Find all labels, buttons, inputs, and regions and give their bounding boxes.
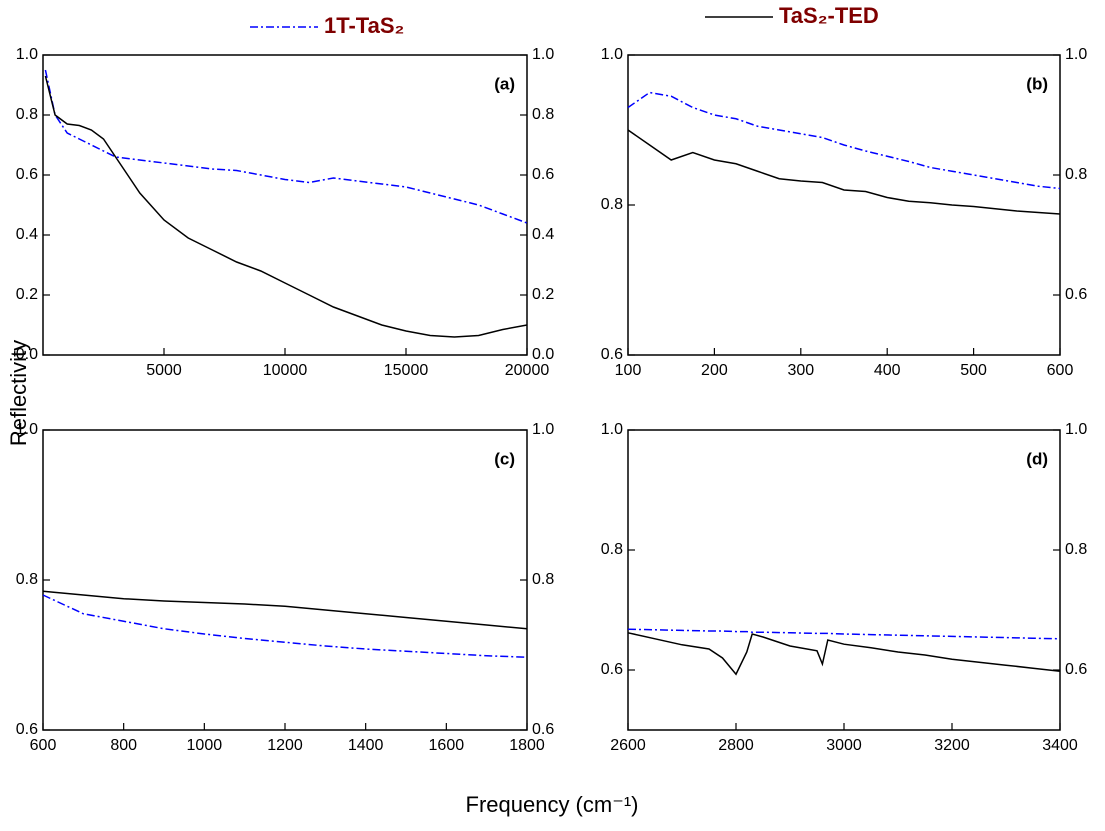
plot-frame	[627, 429, 1061, 731]
x-tick-label: 20000	[505, 362, 550, 379]
x-tick-label: 2600	[610, 737, 646, 754]
plot-frame	[42, 54, 528, 356]
data-line	[627, 628, 1061, 640]
x-tick-label: 2800	[718, 737, 754, 754]
y-tick-label: 0.8	[601, 196, 623, 213]
x-tick-label: 800	[110, 737, 137, 754]
y2-tick-label: 1.0	[532, 46, 554, 63]
y-tick-label: 0.8	[16, 571, 38, 588]
x-tick-label: 3200	[934, 737, 970, 754]
y-tick-label: 0.8	[16, 106, 38, 123]
x-tick-label: 5000	[146, 362, 182, 379]
x-tick-label: 100	[615, 362, 642, 379]
y-tick-label: 1.0	[601, 46, 623, 63]
x-tick-label: 10000	[263, 362, 308, 379]
y2-tick-label: 0.8	[532, 106, 554, 123]
y-tick-label: 1.0	[601, 421, 623, 438]
data-line	[42, 594, 528, 658]
data-line	[627, 91, 1061, 190]
y2-tick-label: 1.0	[1065, 46, 1087, 63]
x-tick-label: 300	[787, 362, 814, 379]
x-tick-label: 15000	[384, 362, 429, 379]
y-tick-label: 0.4	[16, 226, 38, 243]
data-line	[44, 75, 528, 338]
y2-tick-label: 0.6	[532, 721, 554, 738]
x-tick-label: 500	[960, 362, 987, 379]
y2-tick-label: 0.8	[532, 571, 554, 588]
y-tick-label: 0.6	[16, 721, 38, 738]
data-line	[627, 632, 1061, 676]
y-tick-label: 1.0	[16, 421, 38, 438]
y2-tick-label: 0.8	[1065, 541, 1087, 558]
x-tick-label: 1800	[509, 737, 545, 754]
y-tick-label: 0.2	[16, 286, 38, 303]
x-tick-label: 1600	[429, 737, 465, 754]
x-tick-label: 600	[30, 737, 57, 754]
y-tick-label: 1.0	[16, 46, 38, 63]
y2-tick-label: 0.8	[1065, 166, 1087, 183]
data-line	[42, 590, 528, 630]
data-line	[44, 69, 528, 224]
panel-label: (c)	[494, 449, 515, 468]
y2-tick-label: 0.6	[532, 166, 554, 183]
panel-label: (a)	[494, 74, 515, 93]
plot-frame	[42, 429, 528, 731]
y2-tick-label: 0.0	[532, 346, 554, 363]
data-line	[627, 129, 1061, 215]
y-tick-label: 0.6	[601, 346, 623, 363]
legend-label: 1T-TaS₂	[324, 13, 404, 38]
plot-frame	[627, 54, 1061, 356]
x-tick-label: 3400	[1042, 737, 1078, 754]
y2-tick-label: 1.0	[532, 421, 554, 438]
y2-tick-label: 0.4	[532, 226, 554, 243]
x-tick-label: 200	[701, 362, 728, 379]
y-tick-label: 0.8	[601, 541, 623, 558]
y2-tick-label: 0.2	[532, 286, 554, 303]
y-tick-label: 0.6	[16, 166, 38, 183]
panel-label: (d)	[1026, 449, 1048, 468]
legend-label: TaS₂-TED	[779, 3, 879, 28]
x-tick-label: 600	[1047, 362, 1074, 379]
x-tick-label: 400	[874, 362, 901, 379]
y2-tick-label: 0.6	[1065, 661, 1087, 678]
x-axis-title: Frequency (cm⁻¹)	[466, 792, 639, 817]
x-tick-label: 1200	[267, 737, 303, 754]
x-tick-label: 1000	[187, 737, 223, 754]
y2-tick-label: 1.0	[1065, 421, 1087, 438]
panel-label: (b)	[1026, 74, 1048, 93]
y2-tick-label: 0.6	[1065, 286, 1087, 303]
x-tick-label: 1400	[348, 737, 384, 754]
y-tick-label: 0.6	[601, 661, 623, 678]
y-axis-title: Reflectivity	[6, 340, 31, 446]
y-tick-label: 0.0	[16, 346, 38, 363]
x-tick-label: 3000	[826, 737, 862, 754]
